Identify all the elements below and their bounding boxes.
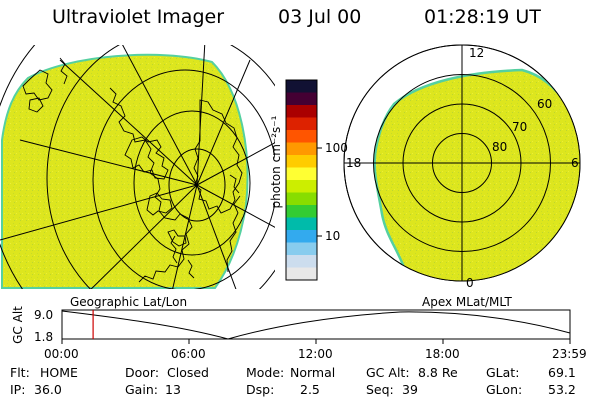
glon-value: 53.2 (548, 382, 576, 397)
mlt-label-12: 12 (469, 46, 485, 60)
glon-label: GLon: (486, 382, 523, 397)
mlt-label-6: 6 (571, 156, 579, 170)
dsp-label: Dsp: (246, 382, 275, 397)
color-scale-bar (285, 79, 318, 281)
seq-value: 39 (402, 382, 418, 397)
colorbar-ticks (317, 147, 322, 237)
colorbar-segment (286, 230, 317, 243)
gcalt-label: GC Alt: (366, 365, 410, 380)
right-panel-label: Apex MLat/MLT (422, 295, 512, 309)
glat-value: 69.1 (548, 365, 576, 380)
strip-x-tick-2: 12:00 (298, 347, 333, 361)
strip-x-ticks (61, 339, 571, 344)
mlat-label-80: 80 (492, 140, 508, 154)
latitude-circles (0, 45, 275, 289)
door-value: Closed (167, 365, 209, 380)
gain-label: Gain: (125, 382, 158, 397)
coastlines (22, 57, 243, 283)
strip-y-top: 9.0 (34, 308, 54, 322)
colorbar-segment (286, 80, 317, 93)
colorbar-segment (286, 217, 317, 231)
colorbar-segment (286, 205, 317, 218)
strip-x-tick-0: 00:00 (44, 347, 79, 361)
strip-y-bottom: 1.8 (34, 330, 54, 344)
mlat-label-60: 60 (537, 97, 553, 111)
colorbar-tick-10: 10 (325, 229, 341, 243)
longitude-meridians (0, 45, 275, 289)
colorbar-tick-100: 100 (325, 141, 348, 155)
seq-label: Seq: (366, 382, 394, 397)
gain-value: 13 (165, 382, 181, 397)
colorbar-segment (286, 130, 317, 143)
strip-x-tick-4: 23:59 (552, 347, 587, 361)
colorbar-segment (286, 242, 317, 256)
colorbar-unit-label: photon cm⁻²s⁻¹ (269, 115, 283, 209)
colorbar-segment (286, 105, 317, 118)
mlat-label-70: 70 (512, 120, 528, 134)
left-panel-label: Geographic Lat/Lon (70, 295, 188, 309)
altitude-trace (61, 310, 571, 340)
instrument-title: Ultraviolet Imager (52, 6, 225, 28)
strip-y-axis-label: GC Alt (11, 306, 25, 344)
colorbar-segment (286, 142, 317, 156)
colorbar-segment (286, 180, 317, 193)
colorbar-segment (286, 117, 317, 131)
colorbar-segment (286, 255, 317, 268)
geographic-map (0, 45, 275, 289)
colorbar-segment (286, 267, 317, 281)
colorbar-segment (286, 155, 317, 168)
glat-label: GLat: (486, 365, 520, 380)
strip-x-tick-1: 06:00 (171, 347, 206, 361)
door-label: Door: (125, 365, 160, 380)
observation-time: 01:28:19 UT (424, 6, 541, 28)
dsp-value: 2.5 (300, 382, 320, 397)
polar-mlat-mlt-plot (343, 44, 581, 282)
mlt-label-18: 18 (346, 156, 362, 170)
gcalt-value: 8.8 Re (418, 365, 458, 380)
ip-label: IP: (10, 382, 26, 397)
mode-value: Normal (290, 365, 336, 380)
colorbar-segment (286, 92, 317, 106)
mode-label: Mode: (246, 365, 285, 380)
flt-label: Flt: (10, 365, 30, 380)
colorbar-segment (286, 192, 317, 206)
altitude-strip-chart (61, 309, 571, 344)
strip-x-tick-3: 18:00 (425, 347, 460, 361)
flt-value: HOME (40, 365, 78, 380)
observation-date: 03 Jul 00 (278, 6, 362, 28)
mlt-axes (344, 45, 580, 281)
ip-value: 36.0 (34, 382, 62, 397)
colorbar-border (285, 79, 318, 281)
mlt-label-0: 0 (466, 276, 474, 290)
geographic-image-footprint (1, 53, 249, 289)
colorbar-segment (286, 167, 317, 181)
